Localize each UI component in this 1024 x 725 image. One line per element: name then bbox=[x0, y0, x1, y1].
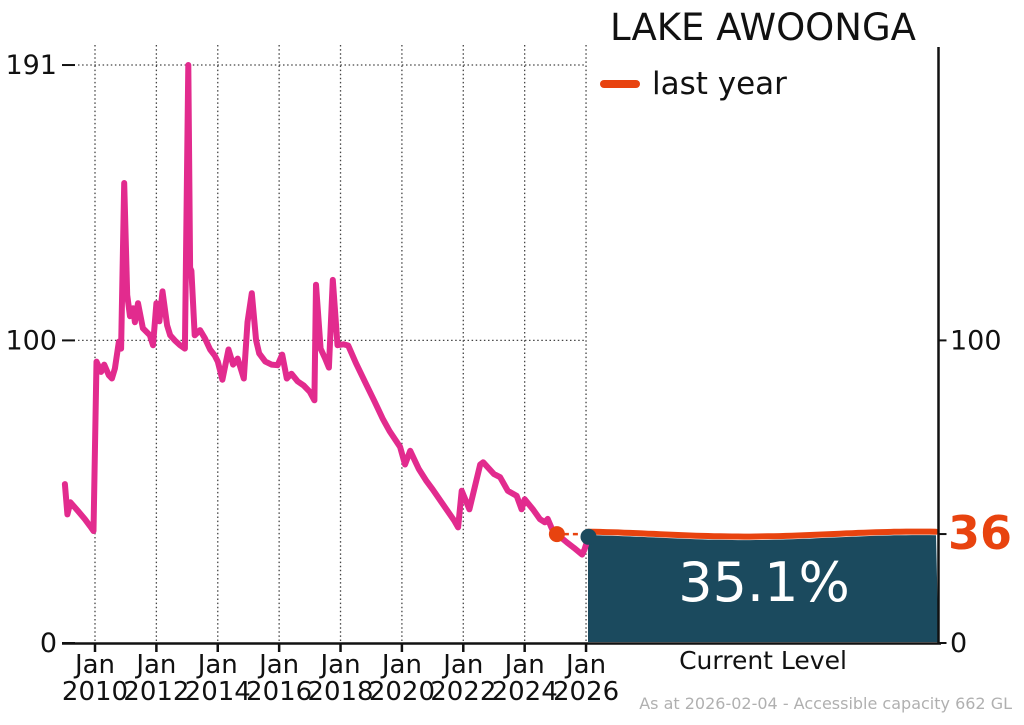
x-tick-label: Jan 2014 bbox=[185, 650, 251, 707]
x-tick-label: Jan 2022 bbox=[430, 650, 496, 707]
current-level-marker-dot bbox=[580, 528, 597, 545]
last-year-line-swatch-icon bbox=[600, 80, 640, 88]
x-tick-label: Jan 2010 bbox=[62, 650, 128, 707]
legend-label: last year bbox=[652, 66, 787, 102]
page-title: LAKE AWOONGA bbox=[610, 6, 916, 49]
storage-history-line bbox=[61, 62, 592, 558]
x-tick-label: Jan 2018 bbox=[307, 650, 373, 707]
y-tick-label-left: 191 bbox=[5, 50, 57, 81]
as-at-capacity-note: As at 2026-02-04 - Accessible capacity 6… bbox=[639, 694, 1012, 713]
current-level-percent: 35.1% bbox=[678, 551, 850, 614]
y-tick-label-left: 0 bbox=[40, 628, 57, 659]
x-tick-label: Jan 2020 bbox=[369, 650, 435, 707]
legend: last year bbox=[600, 66, 787, 102]
current-level-fill bbox=[588, 535, 939, 642]
x-tick-label: Jan 2016 bbox=[246, 650, 312, 707]
x-tick-label: Jan 2012 bbox=[123, 650, 189, 707]
y-tick-label-left: 100 bbox=[5, 325, 57, 356]
x-tick-label: Jan 2024 bbox=[492, 650, 558, 707]
last-year-level-value: 36 bbox=[948, 506, 1013, 560]
last-year-level-line bbox=[585, 528, 939, 540]
y-tick-label-right: 100 bbox=[950, 325, 1002, 356]
current-level-caption: Current Level bbox=[679, 646, 847, 675]
y-tick-label-right: 0 bbox=[950, 628, 967, 659]
last-year-marker-dot bbox=[548, 526, 565, 543]
